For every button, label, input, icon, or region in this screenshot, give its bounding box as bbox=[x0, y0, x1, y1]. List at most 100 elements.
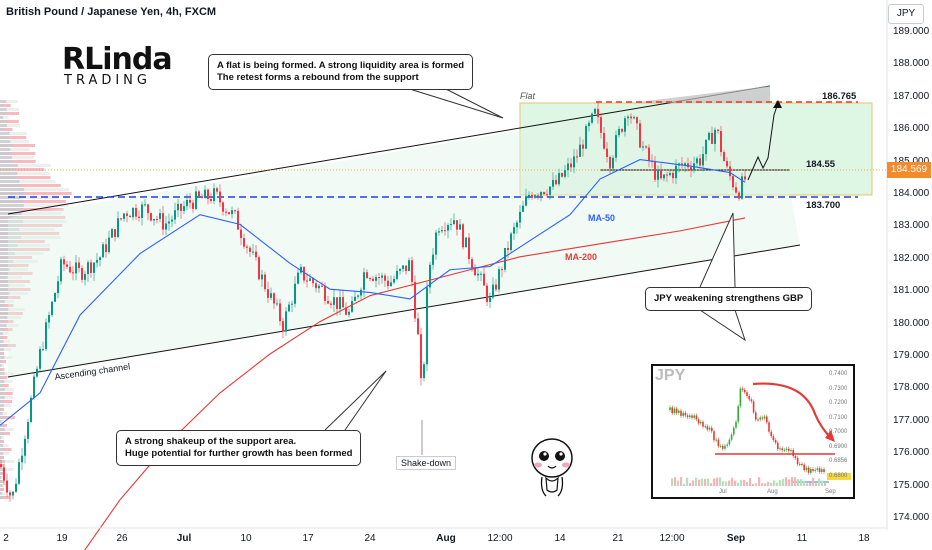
volume-profile-bar bbox=[0, 376, 3, 379]
volume-profile-bar bbox=[0, 184, 61, 187]
price-axis-label: 185.000 bbox=[893, 156, 929, 167]
inset-volume-bar bbox=[728, 480, 731, 486]
candle-body bbox=[537, 195, 539, 197]
inset-volume-bar bbox=[767, 481, 770, 486]
symbol-badge[interactable]: JPY bbox=[888, 4, 924, 24]
volume-profile-bar bbox=[0, 196, 59, 199]
pointer-top-callout bbox=[399, 85, 504, 119]
inset-volume-bar bbox=[683, 483, 686, 486]
candle-body bbox=[681, 163, 683, 166]
candle-body bbox=[489, 297, 491, 302]
time-axis-label: 21 bbox=[612, 533, 624, 544]
volume-profile-bar bbox=[0, 192, 72, 195]
inset-volume-bar bbox=[755, 482, 758, 486]
volume-profile-bar bbox=[0, 392, 5, 395]
volume-profile-bar bbox=[0, 244, 50, 247]
volume-profile-bar bbox=[0, 324, 7, 327]
volume-profile-bar bbox=[0, 404, 12, 407]
volume-profile-bar bbox=[0, 264, 10, 267]
candle-body bbox=[147, 204, 149, 214]
candle-body bbox=[72, 272, 74, 274]
inset-time-label: Sep bbox=[825, 489, 836, 495]
candle-body bbox=[9, 492, 11, 496]
volume-profile-bar bbox=[0, 112, 20, 115]
candle-body bbox=[567, 163, 569, 171]
volume-profile-bar bbox=[0, 188, 25, 191]
candle-body bbox=[0, 464, 2, 468]
inset-volume-bar bbox=[707, 478, 710, 486]
inset-volume-bar bbox=[686, 477, 689, 486]
candle-body bbox=[573, 156, 575, 168]
volume-profile-bar bbox=[0, 100, 7, 103]
volume-profile-bar bbox=[0, 332, 9, 335]
candle-body bbox=[126, 213, 128, 216]
candle-body bbox=[18, 462, 20, 484]
candle-body bbox=[363, 272, 365, 290]
inset-candle-body bbox=[803, 464, 805, 471]
volume-profile-bar bbox=[0, 216, 23, 219]
volume-profile-bar bbox=[0, 396, 5, 399]
volume-profile-bar bbox=[0, 308, 9, 311]
volume-profile-bar bbox=[0, 380, 13, 383]
candle-body bbox=[261, 274, 263, 280]
inset-candle-body bbox=[682, 412, 684, 416]
candle-body bbox=[372, 278, 374, 281]
inset-candle-body bbox=[770, 431, 772, 437]
inset-candle-body bbox=[669, 407, 671, 410]
candle-body bbox=[6, 480, 8, 493]
candle-body bbox=[138, 216, 140, 218]
volume-profile-bar bbox=[0, 256, 12, 259]
inset-candle-body bbox=[755, 412, 757, 420]
candle-body bbox=[369, 278, 371, 280]
pointer-right-callout bbox=[699, 212, 736, 288]
candle-body bbox=[546, 194, 548, 196]
candle-body bbox=[51, 301, 53, 316]
candle-body bbox=[63, 259, 65, 265]
candle-body bbox=[456, 220, 458, 230]
inset-candle-body bbox=[750, 399, 753, 402]
volume-profile-bar bbox=[0, 100, 18, 103]
candle-body bbox=[108, 237, 110, 253]
candle-body bbox=[390, 282, 392, 287]
inset-volume-bar bbox=[671, 478, 674, 486]
inset-arrow-head bbox=[825, 430, 835, 442]
callout-flat-line1: A flat is being formed. A strong liquidi… bbox=[217, 60, 465, 71]
inset-time-label: Jul bbox=[719, 489, 727, 495]
volume-profile-bar bbox=[0, 364, 2, 367]
inset-candle-body bbox=[693, 415, 695, 418]
volume-profile-bar bbox=[0, 124, 7, 127]
jpy-inset-chart: JPY 0.7400 0.7300 0.7200 0.7100 0.7000 0.6900… bbox=[651, 364, 855, 499]
volume-profile-bar bbox=[0, 484, 8, 487]
volume-profile-bar bbox=[0, 368, 2, 371]
inset-price-tag bbox=[827, 473, 851, 480]
candle-body bbox=[618, 128, 620, 136]
inset-candle-body bbox=[675, 408, 678, 413]
candle-body bbox=[300, 266, 302, 273]
volume-profile bbox=[0, 100, 72, 499]
candle-body bbox=[201, 196, 203, 199]
candle-body bbox=[99, 257, 101, 261]
volume-profile-bar bbox=[0, 348, 12, 351]
candle-body bbox=[696, 158, 698, 164]
volume-profile-bar bbox=[0, 296, 8, 299]
candle-body bbox=[243, 238, 245, 247]
candle-body bbox=[207, 189, 209, 200]
inset-candle-body bbox=[741, 388, 744, 390]
candle-body bbox=[549, 186, 551, 195]
candle-body bbox=[633, 117, 635, 119]
volume-profile-bar bbox=[0, 408, 2, 411]
candle-body bbox=[318, 285, 320, 289]
volume-profile-bar bbox=[0, 460, 6, 463]
volume-profile-bar bbox=[0, 356, 5, 359]
volume-profile-bar bbox=[0, 172, 18, 175]
volume-profile-bar bbox=[0, 228, 20, 231]
candle-body bbox=[129, 215, 131, 218]
volume-profile-bar bbox=[0, 160, 36, 163]
inset-candle-body bbox=[821, 469, 823, 472]
inset-candle-body bbox=[673, 408, 676, 414]
volume-profile-bar bbox=[0, 212, 62, 215]
candle-body bbox=[234, 210, 236, 212]
candle-body bbox=[432, 254, 434, 265]
volume-profile-bar bbox=[0, 452, 4, 455]
